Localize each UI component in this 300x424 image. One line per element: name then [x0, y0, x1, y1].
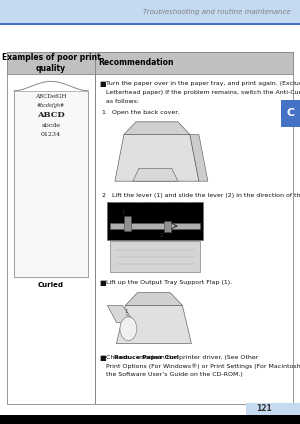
Bar: [143, 202, 149, 240]
Text: as follows:: as follows:: [106, 99, 139, 104]
Bar: [110, 241, 200, 272]
Text: Reduce Paper Curl: Reduce Paper Curl: [114, 354, 179, 360]
Text: 01234: 01234: [41, 132, 61, 137]
Text: C: C: [286, 109, 295, 118]
Bar: [7, 52, 293, 404]
Text: 1: 1: [121, 210, 124, 215]
Polygon shape: [125, 293, 182, 305]
Bar: [191, 202, 197, 240]
Text: Letterhead paper) If the problem remains, switch the Anti-Curl Lever: Letterhead paper) If the problem remains…: [106, 90, 300, 95]
Text: Lift up the Output Tray Support Flap (1).: Lift up the Output Tray Support Flap (1)…: [106, 279, 232, 285]
Bar: [0, 0, 300, 23]
Text: Choose: Choose: [106, 354, 131, 360]
Bar: [167, 202, 173, 240]
Polygon shape: [190, 134, 208, 181]
Text: abcde: abcde: [41, 123, 61, 128]
Text: ABCD: ABCD: [37, 111, 65, 119]
Polygon shape: [115, 134, 199, 181]
Text: Examples of poor print
quality: Examples of poor print quality: [2, 53, 100, 73]
Polygon shape: [124, 122, 190, 134]
Bar: [110, 223, 200, 229]
Bar: [164, 221, 171, 232]
Bar: [155, 202, 161, 240]
Bar: [107, 202, 113, 240]
Text: 1   Open the back cover.: 1 Open the back cover.: [102, 110, 179, 115]
Bar: [124, 216, 130, 231]
Bar: [131, 202, 137, 240]
Bar: [0, 23, 300, 25]
Text: 121: 121: [256, 404, 272, 413]
Text: 2: 2: [160, 233, 164, 238]
Bar: [119, 202, 125, 240]
Bar: [281, 100, 300, 127]
Text: Troubleshooting and routine maintenance: Troubleshooting and routine maintenance: [143, 8, 291, 15]
Text: ■: ■: [99, 354, 106, 360]
Bar: [179, 202, 185, 240]
Text: 1: 1: [124, 309, 128, 314]
Text: ■: ■: [99, 81, 106, 87]
Text: #bcdefgh#: #bcdefgh#: [37, 103, 65, 108]
Polygon shape: [107, 305, 134, 322]
Bar: [0, 415, 300, 424]
Text: ABCDefGH: ABCDefGH: [35, 94, 67, 99]
Polygon shape: [116, 305, 191, 343]
Bar: [14, 91, 88, 277]
Text: the Software User’s Guide on the CD-ROM.): the Software User’s Guide on the CD-ROM.…: [106, 372, 242, 377]
Circle shape: [120, 317, 137, 340]
Bar: [246, 403, 300, 415]
Polygon shape: [133, 168, 178, 181]
Text: 2   Lift the lever (1) and slide the lever (2) in the direction of the arrow.: 2 Lift the lever (1) and slide the lever…: [102, 193, 300, 198]
Bar: [95, 52, 96, 404]
Text: ■: ■: [99, 279, 106, 285]
Text: Turn the paper over in the paper tray, and print again. (Excluding: Turn the paper over in the paper tray, a…: [106, 81, 300, 86]
Bar: [107, 202, 203, 240]
Text: Print Options (For Windows®) or Print Settings (For Macintosh®) in: Print Options (For Windows®) or Print Se…: [106, 363, 300, 369]
Text: mode in the printer driver. (See Other: mode in the printer driver. (See Other: [136, 354, 258, 360]
Bar: [7, 52, 293, 74]
Text: Recommendation: Recommendation: [98, 58, 174, 67]
Text: Curled: Curled: [38, 282, 64, 288]
